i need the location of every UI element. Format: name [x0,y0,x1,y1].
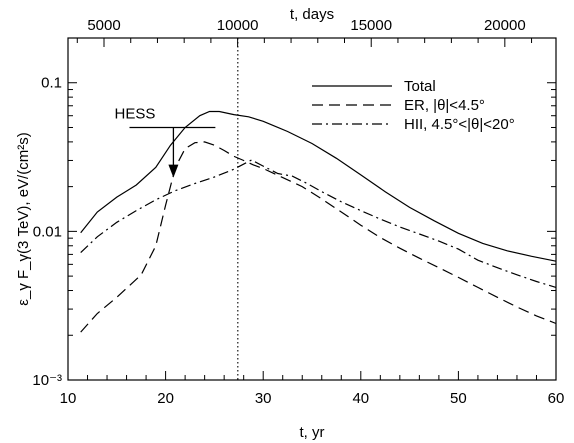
bottom-tick-label: 40 [352,390,369,407]
series-line-dashdot [80,159,557,288]
y-tick-label: 10⁻³ [32,372,62,389]
legend-label: Total [404,78,436,95]
top-tick-label: 15000 [350,17,392,34]
bottom-tick-label: 30 [255,390,272,407]
y-axis-label: ε_γ F_γ(3 TeV), eV/(cm²s) [15,132,32,305]
bottom-tick-label: 60 [548,390,565,407]
bottom-axis-label: t, yr [300,424,325,441]
top-axis: 5000 10000 15000 20000 [76,17,533,47]
hess-arrow-head [168,164,179,178]
series-line-solid [80,110,557,262]
y-tick-label: 0.1 [41,75,62,92]
legend-label: ER, |θ|<4.5° [404,97,485,114]
legend-label: HII, 4.5°<|θ|<20° [404,116,515,133]
hess-upper-limit: HESS [114,105,216,178]
plot-frame [67,37,557,381]
y-tick-label: 0.01 [33,223,62,240]
top-axis-label: t, days [290,6,334,23]
top-tick-label: 10000 [217,17,259,34]
y-axis: 10⁻³ 0.01 0.1 [32,37,556,389]
series-layer [80,110,557,333]
bottom-tick-label: 50 [450,390,467,407]
top-tick-label: 20000 [484,17,526,34]
series-line-dashed [80,141,557,333]
bottom-tick-label: 10 [60,390,77,407]
hess-label: HESS [114,105,155,122]
top-tick-label: 5000 [87,17,120,34]
bottom-axis: 10 20 30 40 50 60 [60,371,565,407]
bottom-tick-label: 20 [157,390,174,407]
legend: Total ER, |θ|<4.5° HII, 4.5°<|θ|<20° [312,78,515,133]
